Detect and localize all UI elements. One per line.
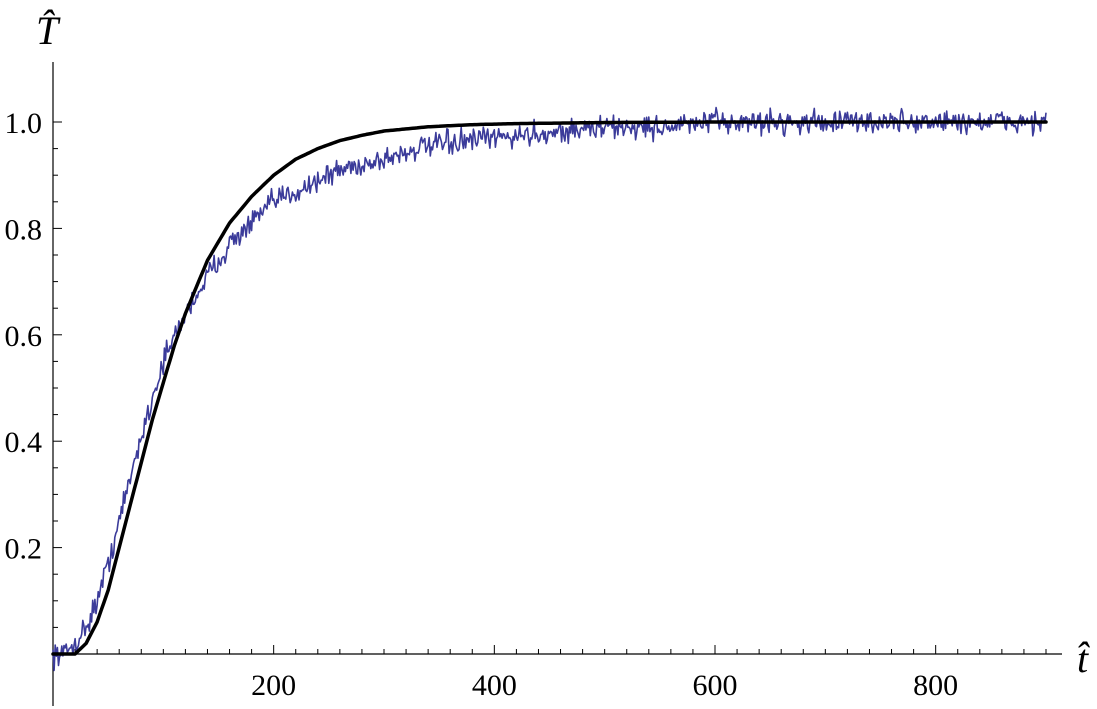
series-layer <box>51 106 1048 672</box>
x-axis-label: t̂ <box>1077 636 1090 681</box>
series-noisy-line <box>52 106 1047 672</box>
x-tick-label: 800 <box>913 669 958 702</box>
labels: 200 400 600 800 0.2 0.4 0.6 0.8 1.0 T̂ t̂ <box>5 8 1090 702</box>
y-tick-label: 0.4 <box>5 426 43 459</box>
x-tick-label: 600 <box>693 669 738 702</box>
y-tick-label: 0.2 <box>5 533 43 566</box>
series-smooth-line <box>51 120 1048 656</box>
axes <box>52 62 1062 706</box>
y-tick-label: 0.8 <box>5 213 43 246</box>
x-tick-label: 400 <box>472 669 517 702</box>
y-tick-label: 0.6 <box>5 320 43 353</box>
y-axis-label: T̂ <box>36 8 61 53</box>
x-tick-label: 200 <box>251 669 296 702</box>
y-tick-label: 1.0 <box>5 107 43 140</box>
